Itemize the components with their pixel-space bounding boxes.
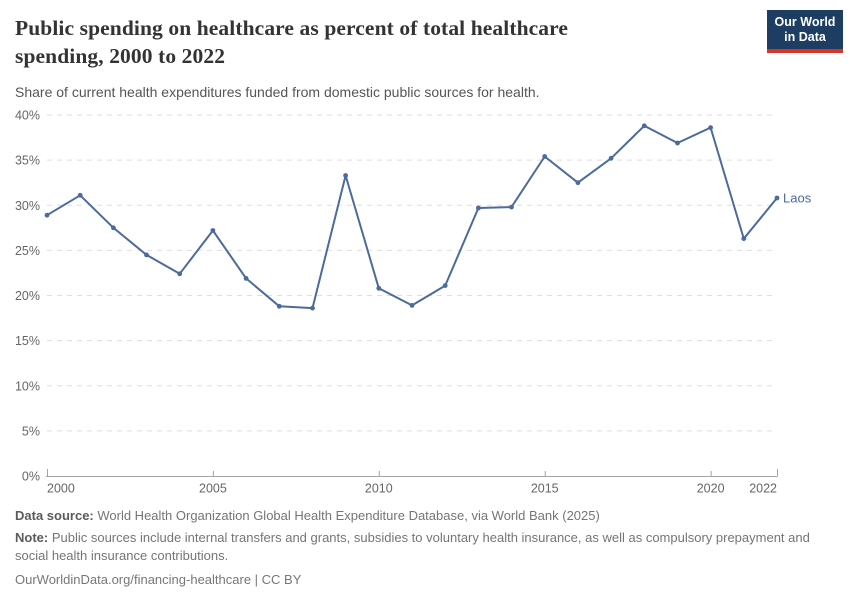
data-source-label: Data source: [15, 508, 94, 523]
data-point [641, 123, 647, 129]
y-tick-label: 25% [15, 244, 40, 258]
data-point [243, 276, 249, 281]
y-tick-label: 40% [15, 109, 40, 123]
data-point [575, 180, 581, 186]
entity-label: Laos [783, 191, 812, 206]
x-tick-label: 2010 [365, 482, 393, 496]
y-tick-label: 5% [22, 424, 40, 438]
owid-logo-line1: Our World [774, 15, 836, 29]
owid-logo-line2: in Data [784, 30, 826, 44]
data-point [542, 154, 548, 159]
owid-logo[interactable]: Our World in Data [767, 10, 843, 53]
data-source-text: World Health Organization Global Health … [93, 508, 600, 523]
x-tick-label: 2005 [199, 482, 227, 496]
data-point [44, 212, 50, 218]
data-point [608, 155, 614, 161]
data-point [343, 173, 348, 178]
data-point [675, 140, 680, 146]
data-point [77, 192, 83, 198]
note-row: Note: Public sources include internal tr… [15, 529, 837, 565]
y-tick-label: 10% [15, 379, 40, 393]
y-tick-label: 0% [22, 470, 40, 484]
data-point [177, 271, 183, 277]
page-title: Public spending on healthcare as percent… [15, 16, 569, 69]
data-source-row: Data source: World Health Organization G… [15, 507, 837, 525]
citation-row: OurWorldinData.org/financing-healthcare … [15, 571, 837, 589]
data-point [276, 303, 282, 309]
note-label: Note: [15, 529, 49, 545]
chart-footer: Data source: World Health Organization G… [15, 507, 837, 589]
chart-subtitle: Share of current health expenditures fun… [15, 83, 540, 100]
y-tick-label: 15% [15, 334, 40, 348]
x-tick-label: 2022 [749, 482, 777, 496]
chart-header: Public spending on healthcare as percent… [15, 14, 755, 100]
data-point [310, 305, 315, 311]
line-chart: 0% 5% 10% 15% 20% 25% 30% 35% 40% 2000 2005 2010 201… [15, 109, 812, 496]
data-point [708, 125, 713, 130]
data-point [376, 285, 382, 291]
citation-link[interactable]: OurWorldinData.org/financing-healthcare … [15, 571, 302, 587]
data-point [409, 303, 415, 308]
data-point [774, 195, 780, 201]
y-tick-label: 35% [15, 154, 40, 168]
data-line [46, 124, 778, 310]
note-text: Public sources include internal transfer… [15, 529, 810, 563]
data-point [210, 228, 216, 233]
y-tick-label: 20% [15, 289, 40, 303]
x-tick-label: 2020 [697, 482, 725, 496]
y-tick-label: 30% [15, 199, 40, 213]
x-tick-label: 2015 [531, 482, 559, 496]
data-point [111, 225, 116, 231]
data-point [741, 236, 747, 242]
data-point [509, 204, 514, 210]
data-point [442, 283, 448, 288]
data-point [144, 252, 149, 258]
data-point [476, 205, 481, 211]
x-tick-label: 2000 [47, 482, 75, 496]
